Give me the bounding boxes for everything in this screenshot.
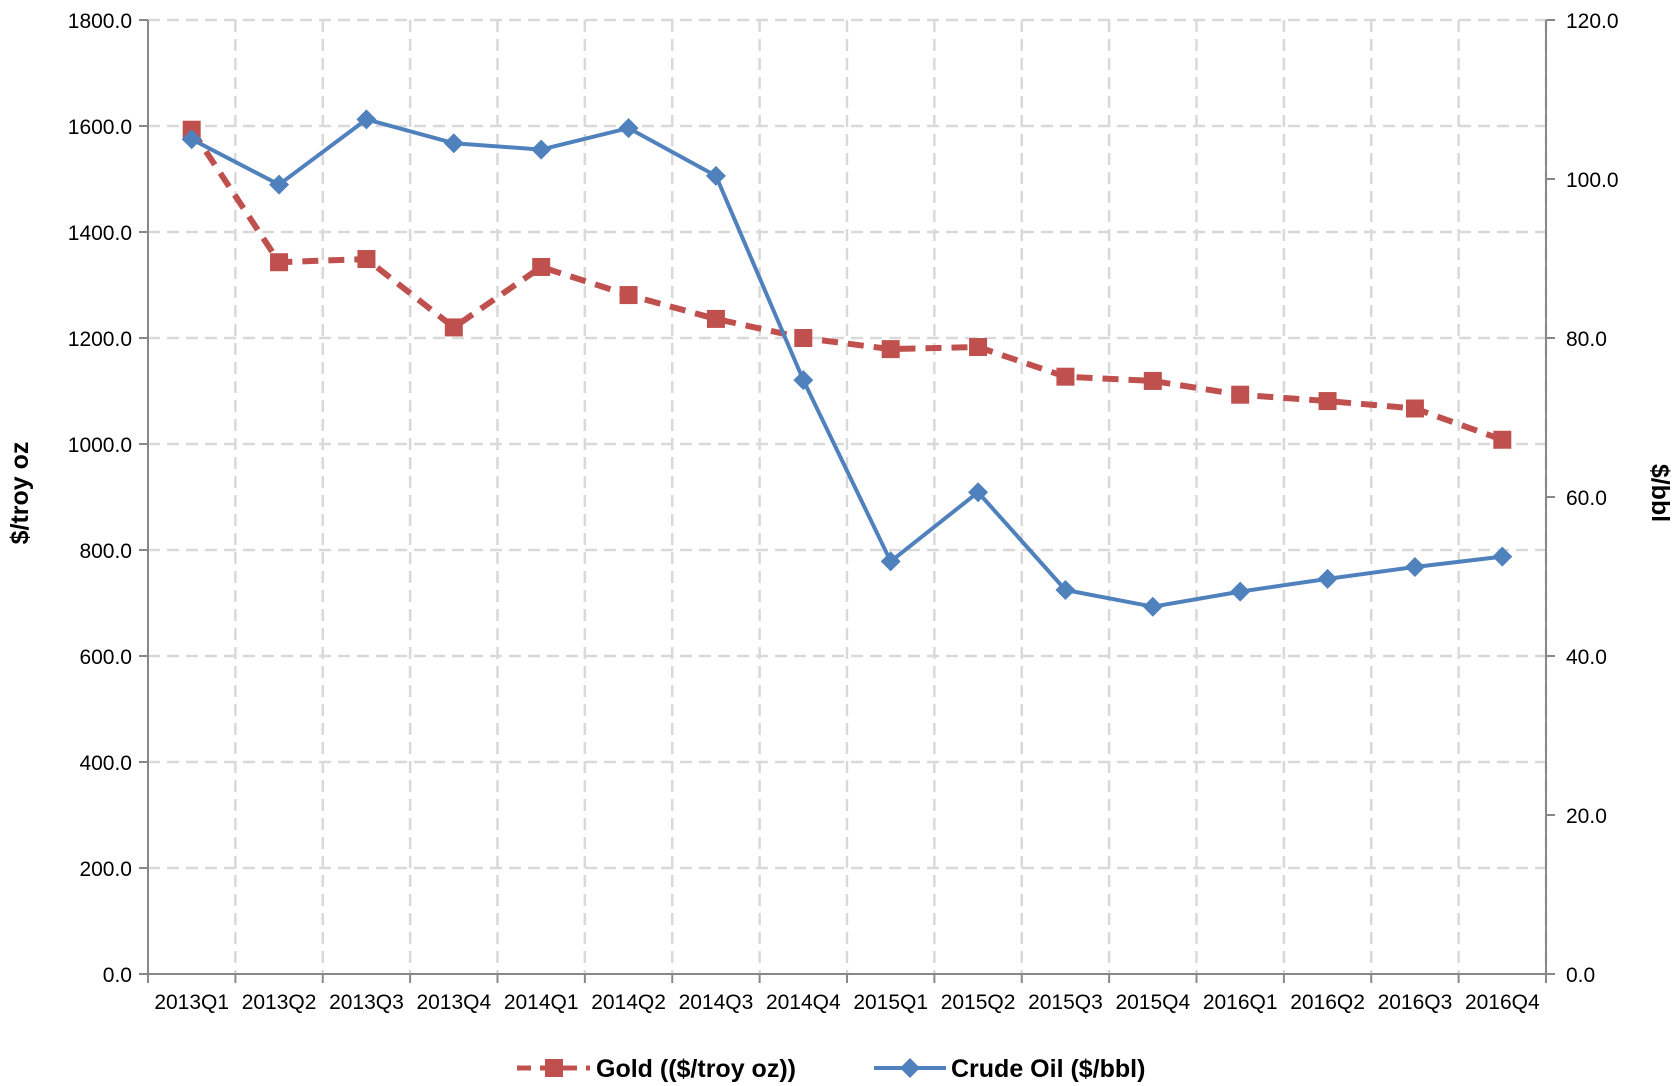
left-tick-label: 1400.0 <box>68 222 132 245</box>
data-point-marker <box>1493 430 1512 449</box>
x-tick-label: 2013Q2 <box>242 991 317 1014</box>
right-tick-label: 100.0 <box>1566 169 1619 192</box>
data-point-marker <box>181 129 202 150</box>
legend-oil-marker <box>900 1058 920 1078</box>
right-tick-label: 40.0 <box>1566 646 1607 669</box>
data-point-marker <box>357 250 376 269</box>
data-point-marker <box>531 139 552 160</box>
legend-gold-marker <box>545 1059 563 1077</box>
legend: Gold (($/troy oz)) Crude Oil ($/bbl) <box>517 1055 1145 1083</box>
data-point-marker <box>1056 367 1075 386</box>
data-point-marker <box>794 329 813 347</box>
legend-oil-label: Crude Oil ($/bbl) <box>951 1055 1145 1083</box>
data-point-marker <box>881 340 900 359</box>
data-point-marker <box>1492 546 1513 567</box>
x-tick-label: 2013Q3 <box>329 991 404 1014</box>
left-tick-label: 1000.0 <box>68 434 132 457</box>
left-tick-label: 400.0 <box>79 752 132 775</box>
data-point-marker <box>532 257 551 276</box>
right-tick-label: 0.0 <box>1566 964 1595 987</box>
x-axis-ticks: 2013Q1 2013Q2 2013Q3 2013Q4 2014Q1 2014Q2 2014… <box>147 974 1547 1014</box>
data-point-marker <box>705 165 726 186</box>
left-tick-label: 1200.0 <box>68 328 132 351</box>
data-point-marker <box>706 309 725 328</box>
data-point-marker <box>880 551 901 572</box>
legend-item-crude-oil: Crude Oil ($/bbl) <box>874 1055 1145 1083</box>
data-point-marker <box>1404 556 1425 577</box>
series-crude-oil <box>181 109 1513 617</box>
right-tick-label: 20.0 <box>1566 805 1607 828</box>
right-tick-label: 60.0 <box>1566 487 1607 510</box>
data-point-marker <box>444 318 463 337</box>
data-point-marker <box>968 482 989 503</box>
x-tick-label: 2015Q3 <box>1028 991 1103 1014</box>
data-point-marker <box>619 286 638 305</box>
legend-item-gold: Gold (($/troy oz)) <box>517 1055 796 1083</box>
data-point-marker <box>1230 581 1251 602</box>
left-tick-label: 800.0 <box>79 540 132 563</box>
left-axis-ticks: 0.0 200.0 400.0 600.0 800.0 1000.0 1200.0 1400.… <box>68 10 148 987</box>
series-line <box>189 128 1504 443</box>
left-axis-title: $/troy oz <box>6 442 34 545</box>
data-point-marker <box>1055 580 1076 601</box>
left-tick-label: 200.0 <box>79 858 132 881</box>
x-tick-label: 2014Q1 <box>504 991 579 1014</box>
x-tick-label: 2016Q3 <box>1378 991 1453 1014</box>
right-axis-title: $/bbl <box>1646 464 1674 522</box>
x-tick-label: 2016Q1 <box>1203 991 1278 1014</box>
data-point-marker <box>618 118 639 139</box>
data-point-marker <box>443 133 464 154</box>
data-point-marker <box>969 338 988 357</box>
x-tick-label: 2015Q4 <box>1115 991 1190 1014</box>
data-point-marker <box>270 253 289 272</box>
x-tick-label: 2013Q4 <box>416 991 491 1014</box>
data-point-marker <box>793 370 814 391</box>
data-point-marker <box>356 109 377 130</box>
x-tick-label: 2016Q2 <box>1290 991 1365 1014</box>
left-tick-label: 1800.0 <box>68 10 132 33</box>
right-tick-label: 120.0 <box>1566 10 1619 33</box>
x-tick-label: 2014Q3 <box>679 991 754 1014</box>
left-tick-label: 0.0 <box>103 964 132 987</box>
series-gold <box>182 120 1512 449</box>
legend-gold-label: Gold (($/troy oz)) <box>596 1055 796 1083</box>
gridlines <box>148 18 1548 974</box>
right-tick-label: 80.0 <box>1566 328 1607 351</box>
data-point-marker <box>1231 385 1250 404</box>
right-axis-ticks: 0.0 20.0 40.0 60.0 80.0 100.0 120.0 <box>1546 10 1619 987</box>
x-tick-label: 2014Q4 <box>766 991 841 1014</box>
x-tick-label: 2016Q4 <box>1465 991 1540 1014</box>
series-line <box>190 117 1503 609</box>
series-layer <box>181 109 1513 617</box>
data-point-marker <box>1317 568 1338 589</box>
data-point-marker <box>1405 399 1424 418</box>
x-tick-label: 2015Q1 <box>853 991 928 1014</box>
x-tick-label: 2014Q2 <box>591 991 666 1014</box>
left-tick-label: 600.0 <box>79 646 132 669</box>
data-point-marker <box>269 174 290 195</box>
x-tick-label: 2015Q2 <box>941 991 1016 1014</box>
left-tick-label: 1600.0 <box>68 116 132 139</box>
data-point-marker <box>1318 392 1337 411</box>
data-point-marker <box>1142 596 1163 617</box>
x-tick-label: 2013Q1 <box>154 991 229 1014</box>
data-point-marker <box>1143 371 1162 390</box>
